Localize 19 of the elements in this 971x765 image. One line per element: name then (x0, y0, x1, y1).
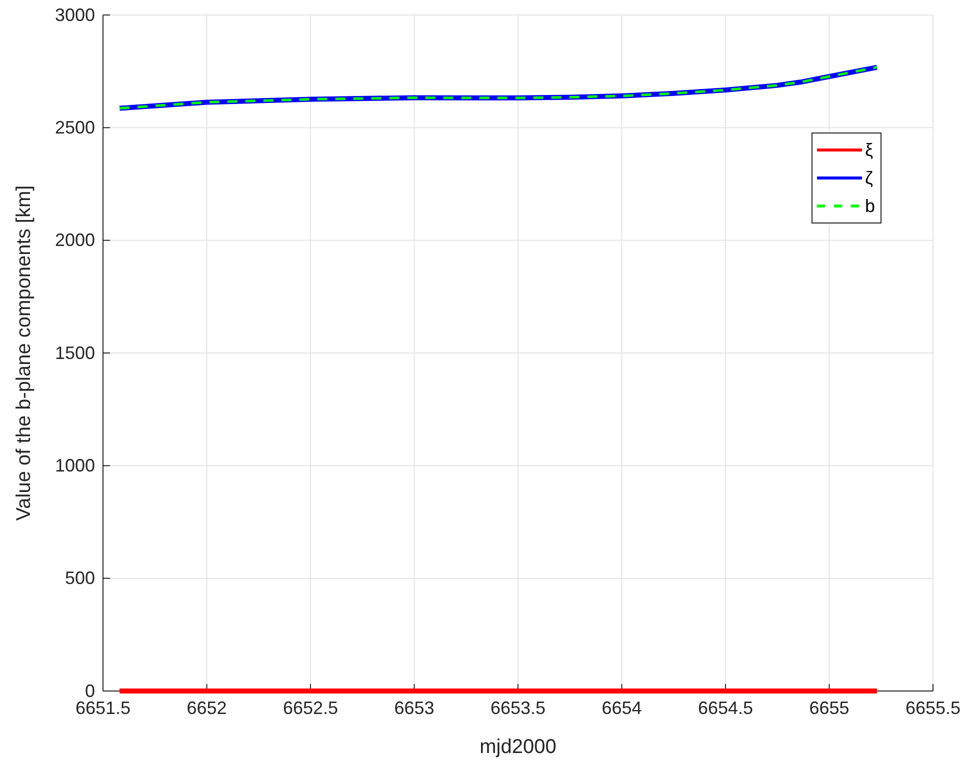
x-tick-label: 6654.5 (698, 698, 754, 718)
y-tick-label: 2000 (54, 230, 95, 250)
y-tick-label: 3000 (54, 4, 95, 25)
legend-label: b (865, 196, 876, 216)
x-tick-label: 6655 (809, 698, 850, 718)
legend-label: ζ (865, 168, 873, 188)
y-axis-title: Value of the b-plane components [km] (13, 185, 35, 521)
x-axis-title: mjd2000 (480, 736, 556, 758)
x-tick-label: 6652.5 (282, 698, 338, 718)
y-tick-label: 1500 (54, 342, 95, 363)
x-tick-label: 6653 (394, 698, 434, 718)
x-tick-label: 6655.5 (905, 698, 961, 718)
y-tick-label: 500 (64, 568, 95, 588)
legend-label: ξ (865, 140, 874, 160)
y-tick-label: 1000 (54, 455, 95, 476)
y-tick-label: 2500 (54, 117, 95, 138)
x-tick-label: 6653.5 (490, 698, 546, 718)
x-tick-label: 6654 (602, 698, 642, 718)
x-tick-label: 6652 (186, 698, 227, 718)
